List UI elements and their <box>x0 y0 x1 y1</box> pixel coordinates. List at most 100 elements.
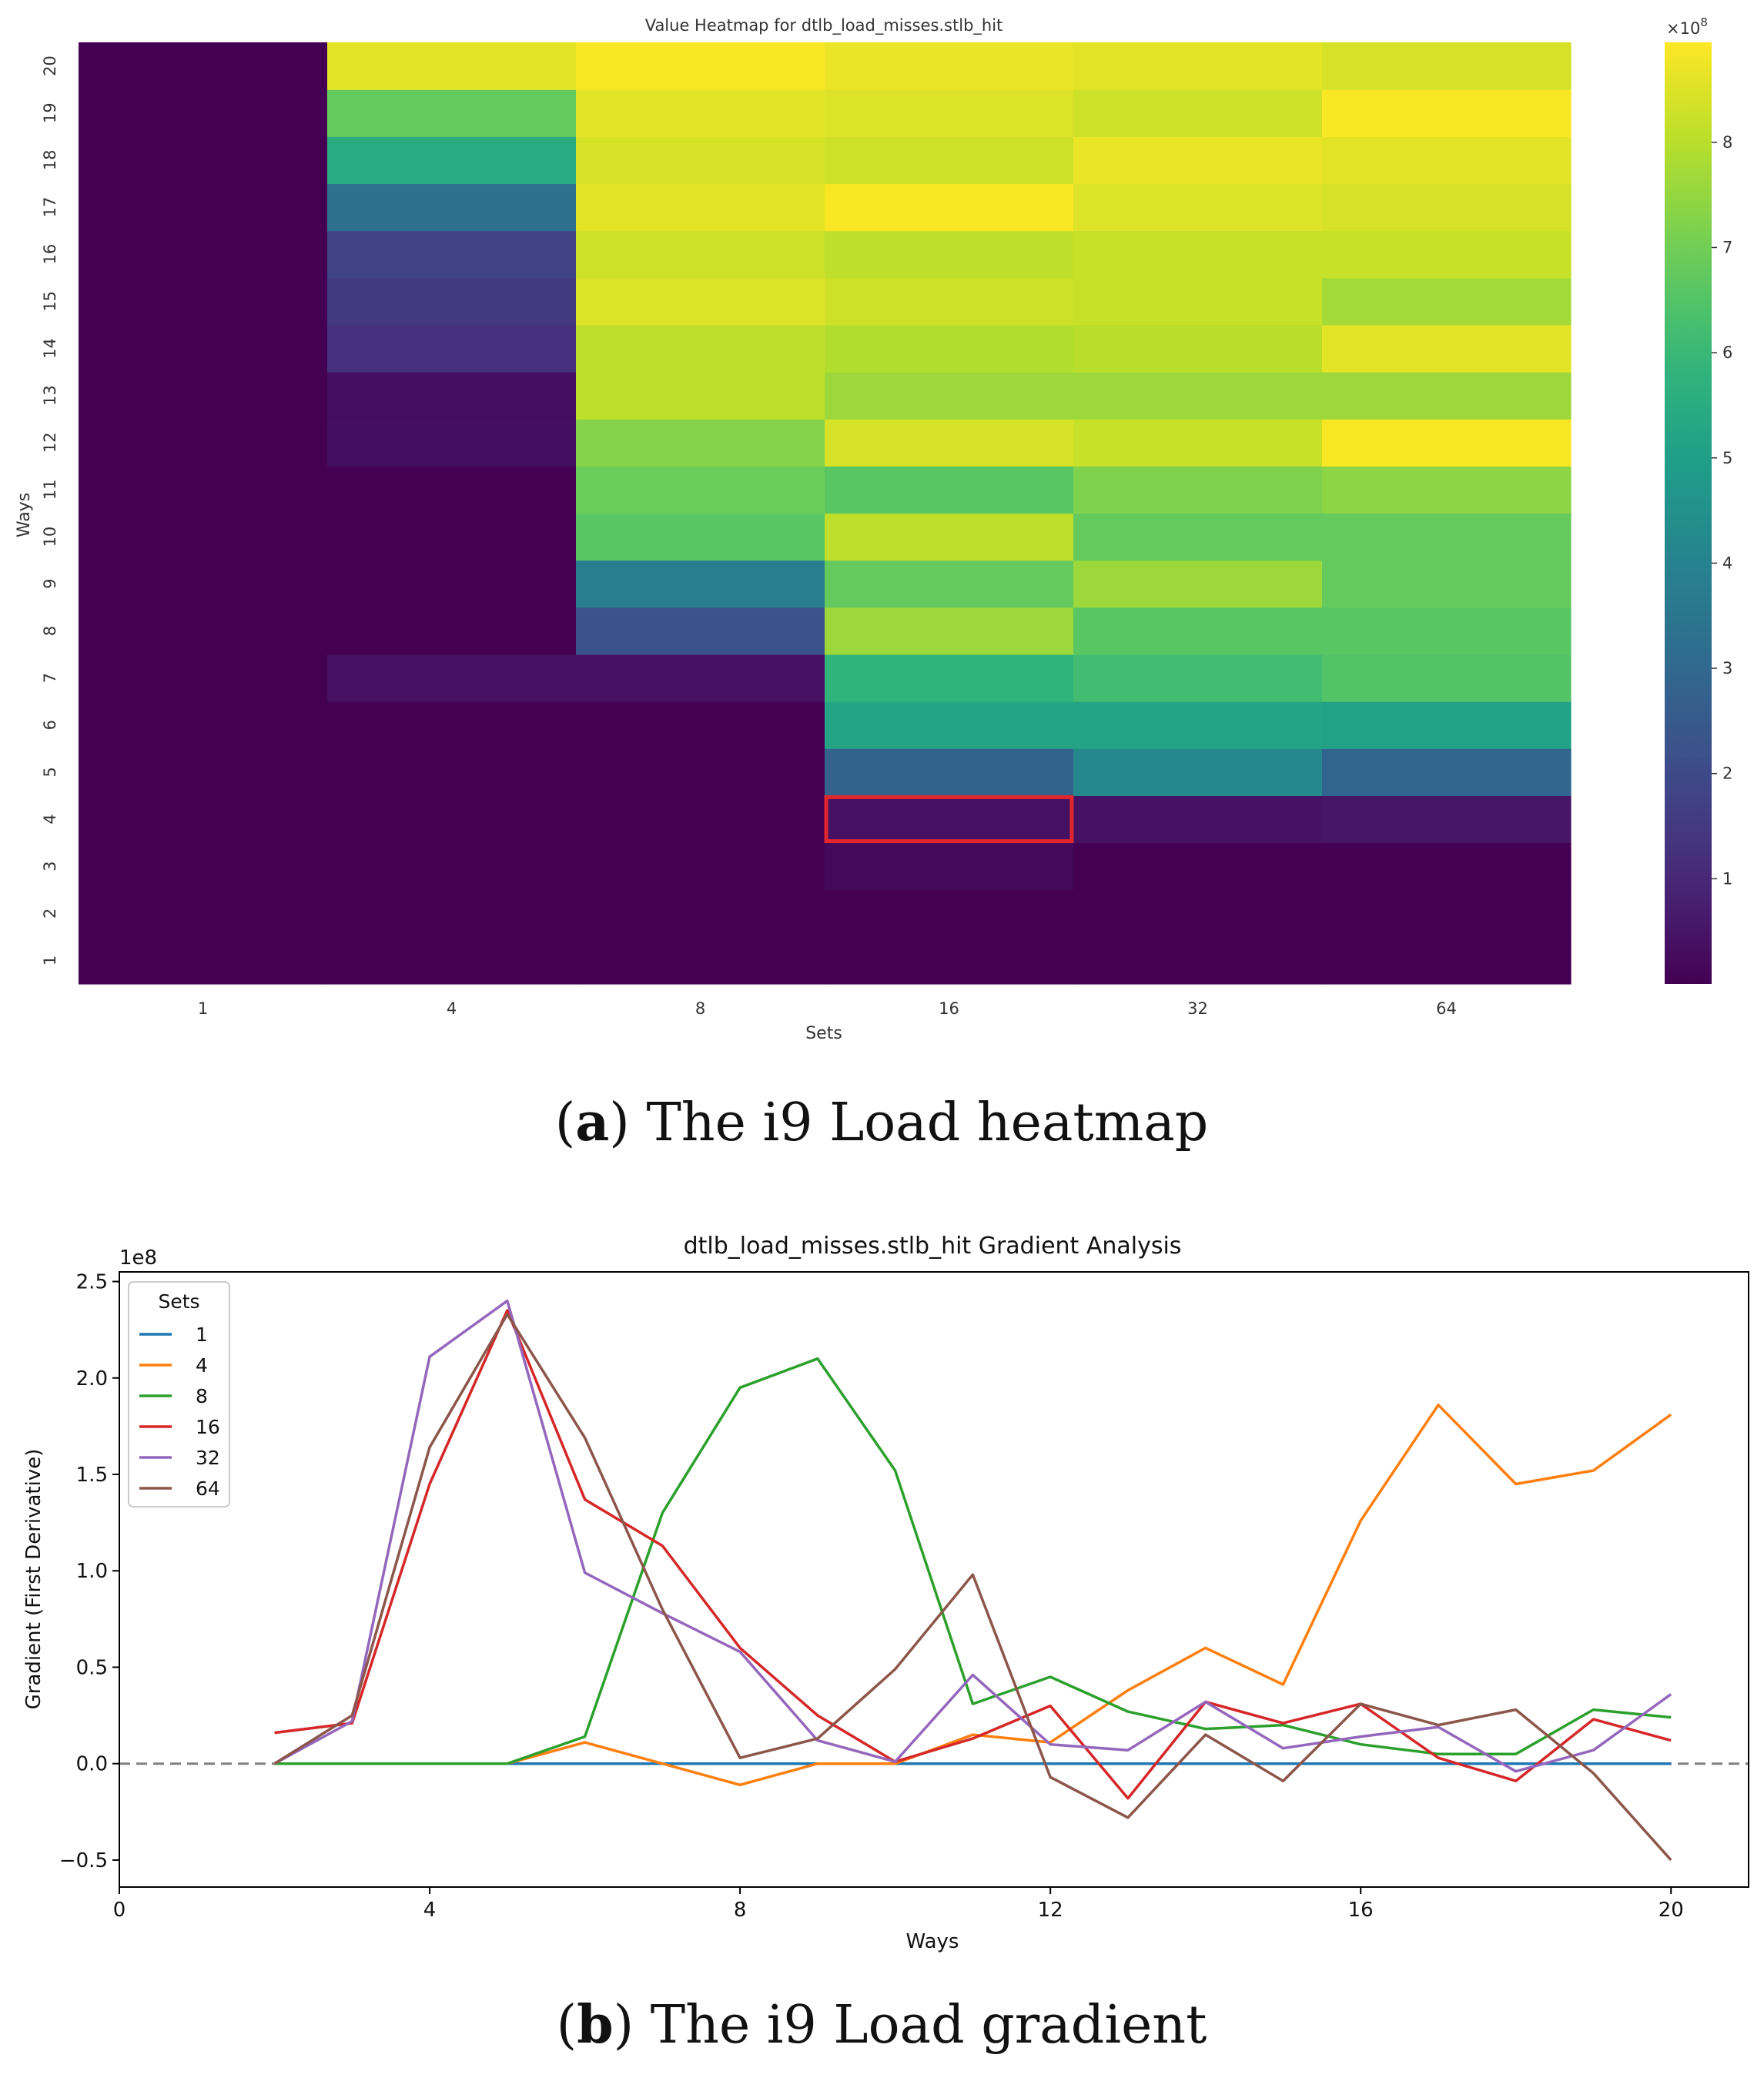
caption-a-text: The i9 Load heatmap <box>646 1093 1208 1153</box>
heatmap-cell-ways-19-sets-4 <box>327 89 577 137</box>
heatmap-cell-ways-4-sets-16 <box>825 795 1074 844</box>
line-panel: dtlb_load_misses.stlb_hit Gradient Analy… <box>22 1233 1749 1953</box>
x-tick-label: 0 <box>113 1899 126 1922</box>
heatmap-y-tick-label: 15 <box>41 291 59 312</box>
heatmap-cell-ways-14-sets-1 <box>79 324 328 373</box>
x-tick-label: 4 <box>423 1899 437 1922</box>
heatmap-cell-ways-11-sets-1 <box>79 466 328 514</box>
heatmap-cell-ways-12-sets-1 <box>79 419 328 467</box>
heatmap-y-tick-label: 20 <box>41 55 59 76</box>
heatmap-cell-ways-19-sets-8 <box>576 89 825 137</box>
heatmap-y-tick-label: 13 <box>41 385 59 406</box>
heatmap-cell-ways-19-sets-1 <box>79 89 328 137</box>
y-tick-label: 2.0 <box>76 1367 108 1390</box>
heatmap-cell-ways-1-sets-64 <box>1322 936 1572 985</box>
heatmap-cell-ways-19-sets-32 <box>1073 89 1323 137</box>
colorbar-tick-label: 4 <box>1722 554 1732 572</box>
heatmap-cell-ways-11-sets-32 <box>1073 466 1323 514</box>
heatmap-cell-ways-3-sets-8 <box>576 842 825 891</box>
line-x-axis-label: Ways <box>906 1930 959 1953</box>
heatmap-cell-ways-4-sets-1 <box>79 795 328 844</box>
line-y-axis-label: Gradient (First Derivative) <box>22 1449 45 1710</box>
heatmap-cell-ways-12-sets-64 <box>1322 419 1572 467</box>
heatmap-cell-ways-8-sets-1 <box>79 607 328 655</box>
colorbar-multiplier-base: ×10 <box>1666 19 1700 38</box>
legend-label-sets-8: 8 <box>196 1385 208 1407</box>
caption-b: (b) The i9 Load gradient <box>557 1994 1207 2056</box>
heatmap-cells <box>79 42 1572 985</box>
heatmap-cell-ways-18-sets-8 <box>576 136 825 185</box>
heatmap-cell-ways-2-sets-32 <box>1073 889 1323 938</box>
heatmap-y-tick-label: 19 <box>41 102 59 123</box>
heatmap-cell-ways-3-sets-64 <box>1322 842 1572 891</box>
heatmap-cell-ways-20-sets-64 <box>1322 42 1572 90</box>
heatmap-cell-ways-8-sets-32 <box>1073 607 1323 655</box>
colorbar-tick-label: 1 <box>1722 869 1732 888</box>
y-tick-label: 0.0 <box>76 1753 108 1776</box>
heatmap-cell-ways-15-sets-64 <box>1322 277 1572 326</box>
heatmap-cell-ways-14-sets-4 <box>327 324 577 373</box>
heatmap-cell-ways-6-sets-8 <box>576 701 825 749</box>
heatmap-cell-ways-7-sets-4 <box>327 654 577 702</box>
heatmap-cell-ways-14-sets-32 <box>1073 324 1323 373</box>
heatmap-cell-ways-10-sets-8 <box>576 513 825 561</box>
heatmap-cell-ways-12-sets-16 <box>825 419 1074 467</box>
heatmap-cell-ways-6-sets-32 <box>1073 701 1323 749</box>
series-line-sets-8 <box>274 1357 1672 1765</box>
heatmap-cell-ways-17-sets-8 <box>576 183 825 232</box>
heatmap-cell-ways-15-sets-8 <box>576 277 825 326</box>
heatmap-cell-ways-20-sets-1 <box>79 42 328 90</box>
heatmap-cell-ways-15-sets-1 <box>79 277 328 326</box>
caption-a: (a) The i9 Load heatmap <box>555 1092 1209 1153</box>
heatmap-x-tick-label: 1 <box>198 999 208 1018</box>
line-plot-frame <box>119 1271 1749 1888</box>
colorbar-multiplier-exp: 8 <box>1700 15 1708 29</box>
heatmap-cell-ways-16-sets-64 <box>1322 230 1572 279</box>
heatmap-cell-ways-9-sets-64 <box>1322 560 1572 608</box>
heatmap-y-tick-label: 7 <box>41 673 59 683</box>
heatmap-cell-ways-3-sets-1 <box>79 842 328 891</box>
heatmap-cell-ways-11-sets-16 <box>825 466 1074 514</box>
heatmap-cell-ways-4-sets-4 <box>327 795 577 844</box>
heatmap-y-tick-label: 2 <box>41 908 59 919</box>
y-tick-label: 2.5 <box>76 1271 108 1294</box>
heatmap-y-tick-label: 16 <box>41 244 59 265</box>
series-line-sets-4 <box>274 1404 1672 1787</box>
heatmap-cell-ways-20-sets-16 <box>825 42 1074 90</box>
heatmap-cell-ways-6-sets-16 <box>825 701 1074 749</box>
heatmap-cell-ways-12-sets-8 <box>576 419 825 467</box>
colorbar-multiplier: ×108 <box>1666 15 1708 38</box>
heatmap-y-tick-label: 3 <box>41 861 59 871</box>
heatmap-y-tick-label: 5 <box>41 767 59 777</box>
heatmap-cell-ways-6-sets-4 <box>327 701 577 749</box>
heatmap-cell-ways-2-sets-64 <box>1322 889 1572 938</box>
heatmap-cell-ways-13-sets-8 <box>576 372 825 420</box>
heatmap-cell-ways-15-sets-4 <box>327 277 577 326</box>
legend-title: Sets <box>158 1290 199 1313</box>
heatmap-cell-ways-14-sets-64 <box>1322 324 1572 373</box>
heatmap-cell-ways-8-sets-16 <box>825 607 1074 655</box>
legend-label-sets-64: 64 <box>196 1477 220 1500</box>
line-x-ticks: 0 4 8 12 16 20 <box>113 1887 1684 1922</box>
heatmap-x-tick-label: 8 <box>695 999 705 1018</box>
heatmap-panel: Value Heatmap for dtlb_load_misses.stlb_… <box>15 15 1732 1043</box>
caption-a-label: a <box>575 1092 609 1153</box>
heatmap-cell-ways-8-sets-8 <box>576 607 825 655</box>
heatmap-cell-ways-7-sets-16 <box>825 654 1074 702</box>
heatmap-cell-ways-18-sets-64 <box>1322 136 1572 185</box>
heatmap-x-ticks: 1 4 8 16 32 64 <box>198 999 1457 1018</box>
heatmap-cell-ways-10-sets-64 <box>1322 513 1572 561</box>
heatmap-cell-ways-4-sets-32 <box>1073 795 1323 844</box>
heatmap-x-tick-label: 32 <box>1187 999 1208 1018</box>
heatmap-cell-ways-3-sets-16 <box>825 842 1074 891</box>
heatmap-y-tick-label: 6 <box>41 720 59 730</box>
heatmap-cell-ways-1-sets-16 <box>825 936 1074 985</box>
heatmap-cell-ways-13-sets-64 <box>1322 372 1572 420</box>
heatmap-cell-ways-9-sets-32 <box>1073 560 1323 608</box>
heatmap-cell-ways-2-sets-16 <box>825 889 1074 938</box>
legend-label-sets-16: 16 <box>196 1416 220 1438</box>
series-line-sets-16 <box>274 1309 1672 1800</box>
heatmap-cell-ways-13-sets-32 <box>1073 372 1323 420</box>
heatmap-cell-ways-13-sets-16 <box>825 372 1074 420</box>
